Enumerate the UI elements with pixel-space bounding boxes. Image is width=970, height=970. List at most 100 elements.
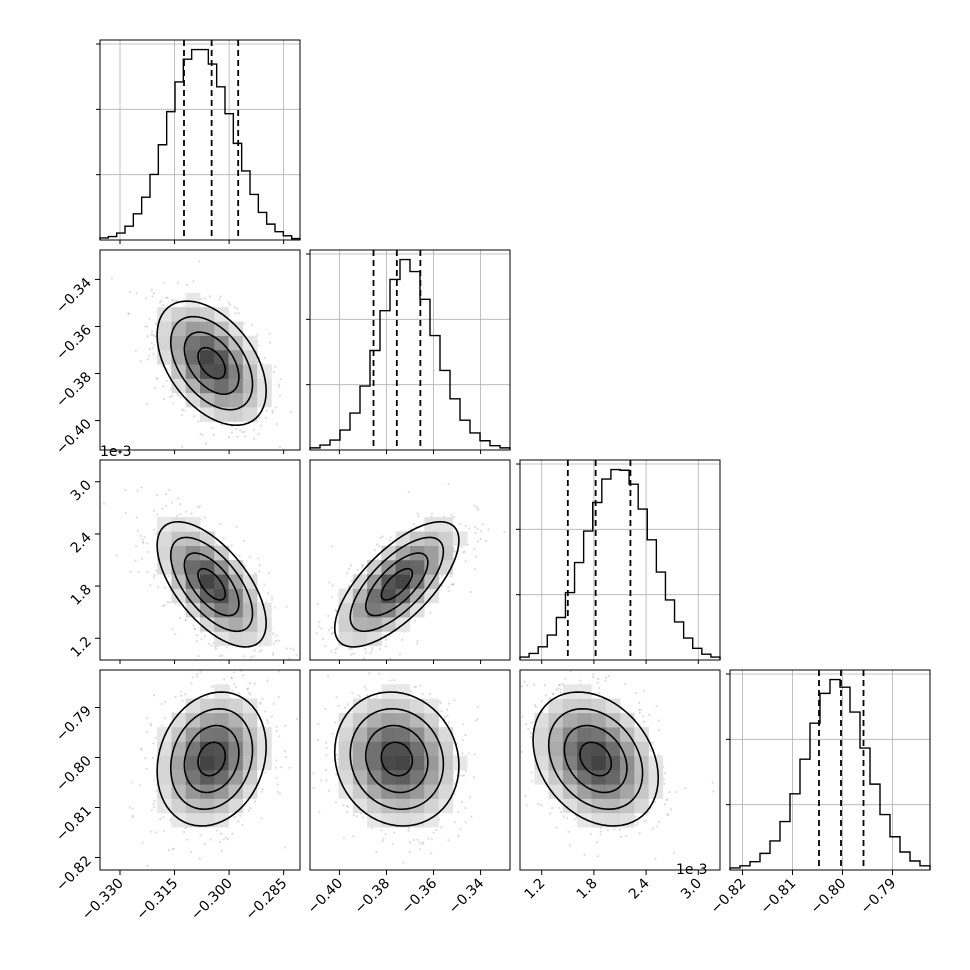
- sample-point: [361, 816, 365, 819]
- sample-point: [277, 383, 280, 386]
- sample-point: [176, 393, 180, 396]
- sample-point: [476, 718, 479, 721]
- sample-point: [551, 807, 554, 810]
- sample-point: [429, 692, 432, 696]
- sample-point: [270, 595, 274, 598]
- sample-point: [260, 648, 263, 652]
- sample-point: [320, 627, 323, 630]
- sample-point: [415, 642, 418, 645]
- sample-point: [350, 653, 353, 656]
- sample-point: [438, 700, 441, 703]
- density-cell: [242, 378, 258, 394]
- sample-point: [155, 376, 159, 380]
- sample-point: [203, 516, 206, 519]
- sample-point: [250, 323, 253, 326]
- density-cell: [228, 617, 244, 632]
- density-cell: [395, 712, 411, 728]
- sample-point: [464, 734, 467, 737]
- sample-point: [152, 528, 156, 531]
- sample-point: [166, 601, 169, 604]
- sample-point: [473, 567, 476, 571]
- scatter-panel-2-1: [309, 459, 511, 667]
- sample-point: [266, 721, 269, 724]
- density-cell: [228, 321, 244, 337]
- density-cell: [257, 631, 272, 647]
- sample-point: [364, 647, 367, 651]
- sample-point: [274, 766, 278, 769]
- sample-point: [654, 857, 657, 860]
- sample-point: [359, 665, 361, 667]
- sample-point: [345, 571, 349, 575]
- sample-point: [416, 639, 419, 643]
- sample-point: [241, 823, 244, 826]
- density-cell: [367, 698, 382, 714]
- sample-point: [237, 312, 240, 315]
- sample-point: [460, 545, 463, 549]
- density-cell: [395, 727, 411, 742]
- sample-point: [264, 416, 267, 419]
- sample-point: [412, 838, 415, 842]
- sample-point: [275, 759, 278, 762]
- sample-point: [521, 715, 524, 718]
- sample-point: [151, 295, 154, 298]
- sample-point: [330, 596, 333, 599]
- density-cell: [200, 364, 215, 379]
- density-cell: [381, 755, 397, 771]
- sample-point: [244, 435, 247, 438]
- sample-point: [453, 699, 456, 702]
- sample-point: [243, 430, 246, 433]
- sample-point: [336, 757, 339, 761]
- sample-point: [435, 828, 438, 832]
- sample-point: [223, 678, 226, 681]
- sample-point: [410, 690, 413, 693]
- panel-inner: [128, 670, 299, 867]
- sample-point: [265, 601, 268, 604]
- sample-point: [416, 838, 419, 841]
- density-cell: [171, 545, 187, 561]
- sample-point: [250, 656, 253, 659]
- sample-point: [454, 821, 457, 824]
- sample-point: [560, 798, 563, 801]
- sample-point: [419, 684, 422, 688]
- sample-point: [473, 547, 476, 550]
- sample-point: [318, 621, 321, 624]
- sample-point: [279, 377, 282, 381]
- sample-point: [175, 514, 179, 518]
- sample-point: [379, 647, 382, 650]
- sample-point: [140, 557, 144, 560]
- sample-point: [457, 835, 460, 838]
- sample-point: [141, 841, 144, 844]
- density-cell: [185, 392, 201, 408]
- density-cell: [395, 812, 411, 828]
- sample-point: [270, 715, 274, 718]
- sample-point: [285, 647, 288, 650]
- density-cell: [157, 545, 172, 561]
- sample-point: [180, 690, 183, 693]
- sample-point: [334, 608, 337, 611]
- density-cell: [157, 755, 172, 771]
- sample-point: [140, 486, 143, 489]
- sample-point: [474, 555, 478, 558]
- sample-point: [274, 640, 277, 643]
- sample-point: [145, 767, 148, 771]
- sample-point: [140, 748, 143, 751]
- histogram-panel-1: [306, 249, 511, 451]
- sample-point: [150, 724, 153, 727]
- panel-frame: [519, 459, 721, 661]
- sample-point: [138, 784, 141, 787]
- density-cell: [157, 727, 172, 742]
- sample-point: [463, 774, 466, 777]
- density-cell: [242, 741, 258, 757]
- sample-point: [476, 705, 479, 709]
- sample-point: [241, 430, 244, 434]
- sample-point: [184, 619, 187, 622]
- sample-point: [151, 333, 155, 337]
- density-cell: [214, 545, 229, 561]
- sample-point: [389, 657, 392, 660]
- sample-point: [360, 566, 363, 569]
- density-cell: [228, 727, 244, 742]
- sample-point: [170, 501, 174, 504]
- density-cell: [228, 407, 244, 422]
- density-cell: [257, 741, 272, 757]
- sample-point: [256, 333, 259, 336]
